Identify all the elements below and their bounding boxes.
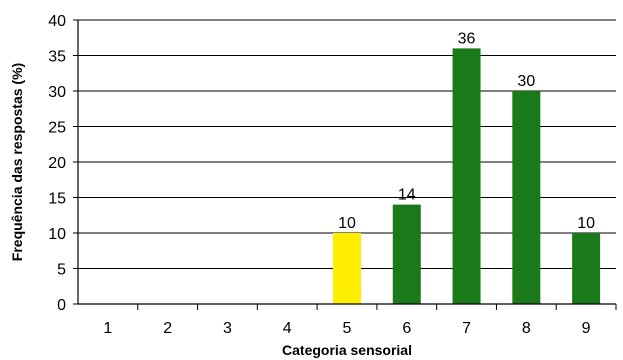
bars xyxy=(333,48,601,305)
bar xyxy=(572,233,601,304)
y-tick-label: 15 xyxy=(48,191,66,208)
y-tick-label: 30 xyxy=(48,84,66,101)
x-tick-label: 5 xyxy=(343,320,352,337)
y-tick-label: 35 xyxy=(48,49,66,66)
x-tick-label: 2 xyxy=(163,320,172,337)
data-label: 10 xyxy=(577,215,595,232)
y-tick-label: 0 xyxy=(57,297,66,314)
x-axis-title: Categoria sensorial xyxy=(282,342,412,358)
y-ticks: 0 5 10 15 20 25 30 35 40 xyxy=(48,13,78,314)
data-label: 10 xyxy=(338,215,356,232)
y-tick-label: 40 xyxy=(48,13,66,30)
gridlines xyxy=(78,19,616,269)
x-ticks: 1 2 3 4 5 6 7 8 9 xyxy=(103,304,617,337)
y-tick-label: 5 xyxy=(57,262,66,279)
x-tick-label: 9 xyxy=(582,320,591,337)
y-tick-label: 10 xyxy=(48,226,66,243)
data-label: 36 xyxy=(458,30,476,47)
y-tick-label: 20 xyxy=(48,155,66,172)
x-tick-label: 6 xyxy=(402,320,411,337)
y-axis-title: Frequência das respostas (%) xyxy=(9,63,25,261)
x-tick-label: 3 xyxy=(223,320,232,337)
data-labels: 10 14 36 30 10 xyxy=(338,30,595,232)
bar xyxy=(392,204,421,304)
data-label: 30 xyxy=(517,73,535,90)
x-tick-label: 7 xyxy=(462,320,471,337)
bar xyxy=(512,91,541,304)
data-label: 14 xyxy=(398,187,416,204)
x-tick-label: 4 xyxy=(283,320,292,337)
x-tick-label: 1 xyxy=(103,320,112,337)
y-tick-label: 25 xyxy=(48,120,66,137)
x-tick-label: 8 xyxy=(522,320,531,337)
bar xyxy=(452,48,481,305)
bar xyxy=(333,233,361,304)
